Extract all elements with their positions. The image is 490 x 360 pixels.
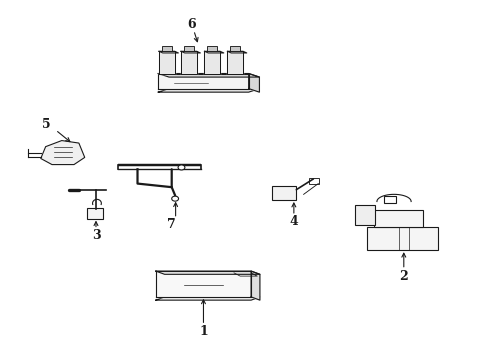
Bar: [230, 46, 240, 51]
Text: 2: 2: [399, 270, 408, 283]
Bar: [367, 226, 438, 250]
Polygon shape: [227, 51, 247, 53]
Polygon shape: [227, 51, 243, 73]
Bar: [384, 196, 396, 203]
Polygon shape: [204, 51, 220, 73]
Polygon shape: [158, 73, 248, 89]
Text: 7: 7: [167, 218, 176, 231]
Circle shape: [178, 165, 185, 170]
Bar: [184, 46, 194, 51]
Bar: [207, 46, 217, 51]
Bar: [374, 211, 423, 226]
Polygon shape: [159, 51, 178, 53]
Circle shape: [172, 196, 178, 201]
Bar: [87, 208, 103, 219]
Text: 3: 3: [92, 229, 100, 242]
Bar: [309, 178, 319, 184]
Polygon shape: [159, 51, 174, 73]
Polygon shape: [181, 51, 200, 53]
Polygon shape: [41, 140, 85, 165]
Polygon shape: [204, 51, 224, 53]
Text: 6: 6: [187, 18, 196, 31]
Bar: [272, 186, 296, 200]
Text: 5: 5: [42, 118, 50, 131]
Text: 1: 1: [199, 325, 208, 338]
Bar: [162, 46, 172, 51]
Text: 4: 4: [290, 215, 298, 228]
Polygon shape: [156, 271, 260, 274]
Polygon shape: [156, 271, 251, 297]
Polygon shape: [158, 73, 259, 77]
Polygon shape: [156, 297, 260, 300]
Bar: [355, 205, 375, 225]
Polygon shape: [248, 73, 259, 92]
Polygon shape: [251, 271, 260, 300]
Polygon shape: [181, 51, 196, 73]
Polygon shape: [158, 89, 259, 92]
